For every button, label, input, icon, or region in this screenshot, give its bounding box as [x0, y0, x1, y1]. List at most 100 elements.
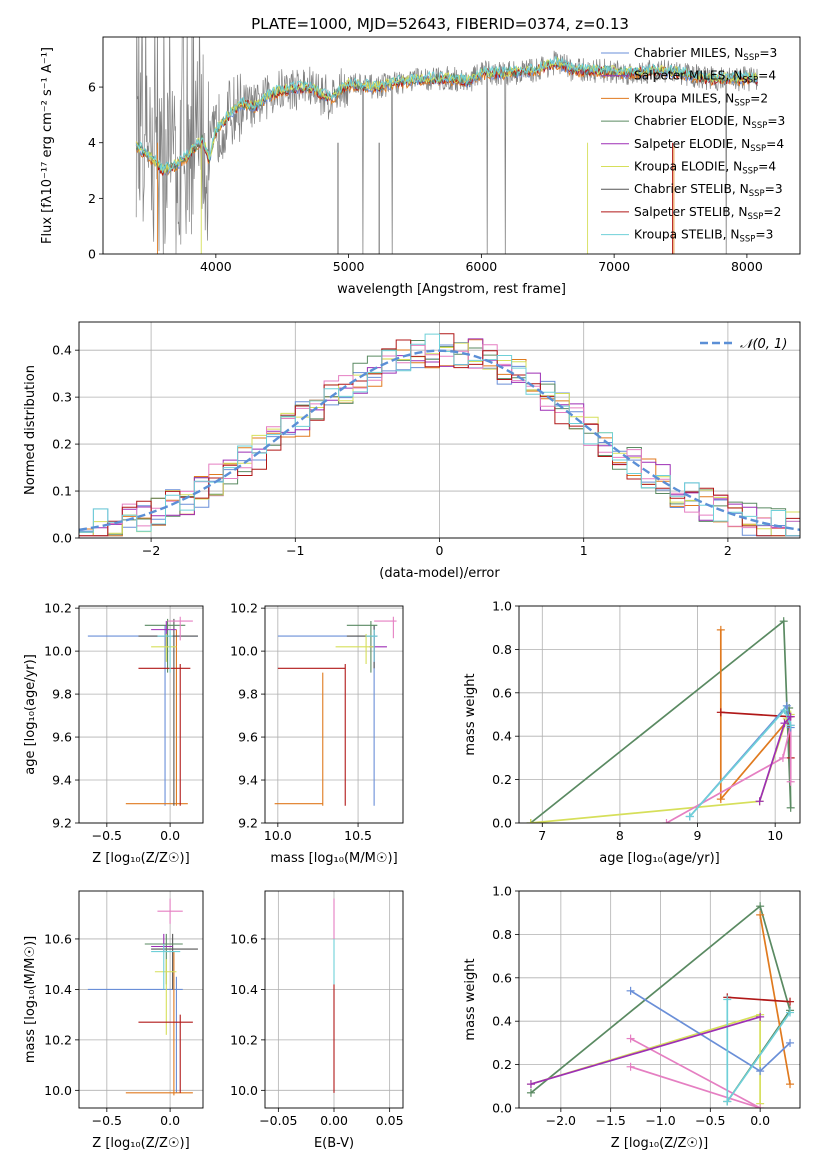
- x-tick-label: −2.0: [546, 1113, 576, 1128]
- y-tick-label: 0.6: [492, 685, 512, 700]
- x-tick-label: −0.5: [695, 1113, 725, 1128]
- y-tick-label: 0.3: [52, 390, 72, 405]
- model-spectrum: [136, 55, 758, 173]
- legend-label: Salpeter STELIB, N: [634, 205, 747, 219]
- y-tick-label: 0.8: [492, 642, 512, 657]
- legend-subscript: SSP: [747, 212, 763, 222]
- weight-series-line: [759, 914, 791, 1085]
- y-tick-label: 0.4: [52, 343, 72, 358]
- mass-vs-Z-panel: −0.5 0.0 10.0 10.2 10.4 10.6 Z [log₁₀(Z/Z☉)] ma…: [23, 890, 204, 1151]
- y-tick-label: 9.8: [238, 687, 258, 702]
- weight-series-line: [727, 996, 791, 1003]
- axes-frame: [78, 890, 204, 1109]
- axes-frame: [518, 605, 801, 824]
- weight-series-line: [666, 725, 792, 823]
- y-tick-label: 0.0: [492, 816, 512, 831]
- legend-value: =4: [758, 69, 776, 83]
- x-tick-label: −1.5: [595, 1113, 625, 1128]
- legend-value: =3: [765, 182, 783, 196]
- x-tick-label: 7000: [598, 259, 630, 274]
- legend-entry: Chabrier STELIB, NSSP=3: [634, 182, 783, 199]
- y-tick-label: 9.4: [238, 773, 258, 788]
- weight-series-line: [530, 1016, 761, 1085]
- x-tick-label: 8: [616, 828, 624, 843]
- plot-area: [274, 616, 397, 806]
- y-tick-label: 9.4: [52, 773, 72, 788]
- legend-value: =4: [766, 137, 784, 151]
- x-tick-label: 5000: [333, 259, 365, 274]
- x-tick-label: 10: [767, 828, 783, 843]
- legend-entry: Kroupa ELODIE, NSSP=4: [634, 160, 776, 177]
- weight-vs-age-panel: 7 8 9 10 0.0 0.2 0.4 0.6 0.8 1.0 age [log₁₀(age/yr…: [463, 599, 801, 866]
- y-axis-label: mass weight: [463, 958, 478, 1040]
- axes-frame: [102, 36, 801, 255]
- y-tick-label: 0: [88, 247, 96, 262]
- legend-label: Chabrier MILES, N: [634, 46, 743, 60]
- y-tick-label: 10.0: [230, 1083, 258, 1098]
- y-tick-label: 1.0: [492, 599, 512, 614]
- plot-area: [526, 902, 795, 1108]
- x-tick-label: 8000: [731, 259, 763, 274]
- figure-title: PLATE=1000, MJD=52643, FIBERID=0374, z=0…: [251, 15, 629, 33]
- legend-subscript: SSP: [740, 235, 756, 245]
- y-tick-label: 10.0: [44, 1083, 72, 1098]
- axes-frame: [78, 321, 801, 539]
- legend-label: Kroupa MILES, N: [634, 91, 734, 105]
- plot-area: [526, 617, 795, 823]
- y-tick-label: 9.6: [52, 730, 72, 745]
- x-tick-label: 10.0: [264, 828, 292, 843]
- model-spectrum: [135, 56, 758, 175]
- y-tick-label: 0.2: [492, 772, 512, 787]
- y-tick-label: 0.0: [492, 1101, 512, 1116]
- age-vs-mass-panel: 10.0 10.5 9.2 9.4 9.6 9.8 10.0 10.2 mass [log₁₀(…: [230, 601, 404, 866]
- x-tick-label: 0.0: [750, 1113, 770, 1128]
- legend-entry: Salpeter MILES, NSSP=4: [634, 69, 776, 86]
- x-tick-label: 4000: [200, 259, 232, 274]
- weight-series-line: [530, 619, 792, 823]
- x-tick-label: 0.0: [160, 828, 180, 843]
- legend-label: Kroupa STELIB, N: [634, 228, 740, 242]
- y-tick-label: 10.2: [230, 1032, 258, 1047]
- x-axis-label: wavelength [Angstrom, rest frame]: [337, 282, 566, 297]
- x-tick-label: −2: [142, 543, 160, 558]
- y-tick-label: 9.6: [238, 730, 258, 745]
- x-axis-label: age [log₁₀(age/yr)]: [599, 851, 720, 866]
- plot-area: [87, 616, 198, 806]
- axes-frame: [264, 605, 404, 824]
- x-tick-label: 2: [724, 543, 732, 558]
- y-tick-label: 0.0: [52, 531, 72, 546]
- y-tick-label: 0.1: [52, 484, 72, 499]
- legend-entry: Kroupa STELIB, NSSP=3: [634, 228, 773, 245]
- residual-plot-area: [79, 333, 800, 537]
- x-tick-label: 0.0: [160, 1113, 180, 1128]
- y-tick-label: 10.0: [44, 644, 72, 659]
- legend-value: =2: [763, 205, 781, 219]
- x-tick-label: 1: [580, 543, 588, 558]
- observed-spectrum: [135, 37, 758, 254]
- x-axis-label: Z [log₁₀(Z/Z☉)]: [92, 851, 189, 866]
- weight-series-line: [630, 1037, 761, 1108]
- legend-value: =3: [759, 46, 777, 60]
- axes-frame: [518, 890, 801, 1109]
- x-tick-label: 0.00: [320, 1113, 348, 1128]
- legend-value: =2: [750, 91, 768, 105]
- y-tick-label: 10.6: [230, 931, 258, 946]
- x-tick-label: 10.5: [344, 828, 372, 843]
- spectrum-panel: 4000 5000 6000 7000 8000 0 2 4 6 wavelength [Angs…: [40, 36, 801, 297]
- residual-histogram: [79, 333, 800, 537]
- x-axis-label: mass [log₁₀(M/M☉)]: [270, 851, 397, 866]
- y-axis-label: Normed distribution: [23, 365, 38, 495]
- y-tick-label: 9.2: [52, 816, 72, 831]
- x-axis-label: Z [log₁₀(Z/Z☉)]: [92, 1136, 189, 1151]
- y-tick-label: 0.6: [492, 970, 512, 985]
- axes-frame: [264, 890, 404, 1109]
- y-tick-label: 0.2: [492, 1057, 512, 1072]
- residual-panel: −2 −1 0 1 2 0.0 0.1 0.2 0.3 0.4 (data-model)/error…: [23, 321, 801, 581]
- x-axis-label: (data-model)/error: [379, 566, 500, 581]
- y-axis-label: mass weight: [463, 673, 478, 755]
- x-axis-label: E(B-V): [314, 1136, 354, 1151]
- legend-subscript: SSP: [734, 98, 750, 108]
- legend-entry: Salpeter STELIB, NSSP=2: [634, 205, 781, 222]
- y-tick-label: 9.2: [238, 816, 258, 831]
